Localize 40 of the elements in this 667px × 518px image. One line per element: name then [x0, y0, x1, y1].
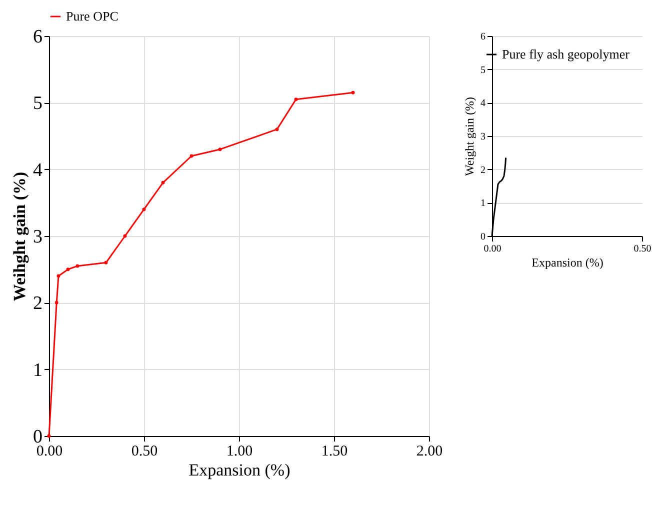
y-tick-label: 4 — [33, 160, 43, 181]
y-tick-label: 5 — [33, 93, 42, 114]
legend-label: Pure OPC — [66, 8, 118, 24]
x-tick-label: 2.00 — [416, 444, 443, 460]
point — [294, 98, 298, 102]
point — [54, 300, 58, 304]
y-tick-label: 5 — [480, 64, 486, 76]
x-axis-title: Expansion (%) — [188, 460, 290, 480]
x-tick-label: 0.50 — [131, 444, 158, 460]
point — [275, 128, 279, 132]
point — [142, 208, 146, 212]
y-tick-label: 1 — [480, 198, 486, 210]
y-tick-label: 1 — [33, 360, 42, 381]
y-tick-label: 2 — [480, 164, 486, 176]
y-tick-label: 6 — [480, 32, 486, 42]
y-tick-label: 2 — [33, 293, 42, 314]
y-tick-label: 6 — [33, 26, 42, 48]
point — [47, 434, 51, 438]
point — [66, 268, 70, 272]
y-axis-title: Weight gain (%) — [462, 96, 476, 176]
x-axis-title: Expansion (%) — [532, 256, 604, 270]
x-tick-label: 1.00 — [226, 444, 253, 460]
y-axis-title: Weihght gain (%) — [10, 172, 29, 302]
y-tick-label: 3 — [33, 226, 42, 248]
point — [76, 264, 80, 268]
point — [190, 154, 194, 158]
x-tick-label: 0.00 — [484, 244, 502, 254]
x-tick-label: 0.50 — [634, 244, 652, 254]
y-tick-label: 4 — [480, 98, 486, 110]
point — [104, 260, 108, 264]
point — [56, 274, 60, 278]
point — [218, 148, 222, 152]
x-tick-label: 1.50 — [321, 444, 348, 460]
x-tick-label: 0.00 — [36, 444, 63, 460]
y-tick-label: 0 — [480, 232, 486, 242]
point — [351, 90, 355, 94]
text: Pure fly ash geopolymer — [502, 46, 630, 62]
point — [161, 180, 165, 184]
y-tick-label: 3 — [480, 132, 486, 142]
point — [123, 234, 127, 238]
